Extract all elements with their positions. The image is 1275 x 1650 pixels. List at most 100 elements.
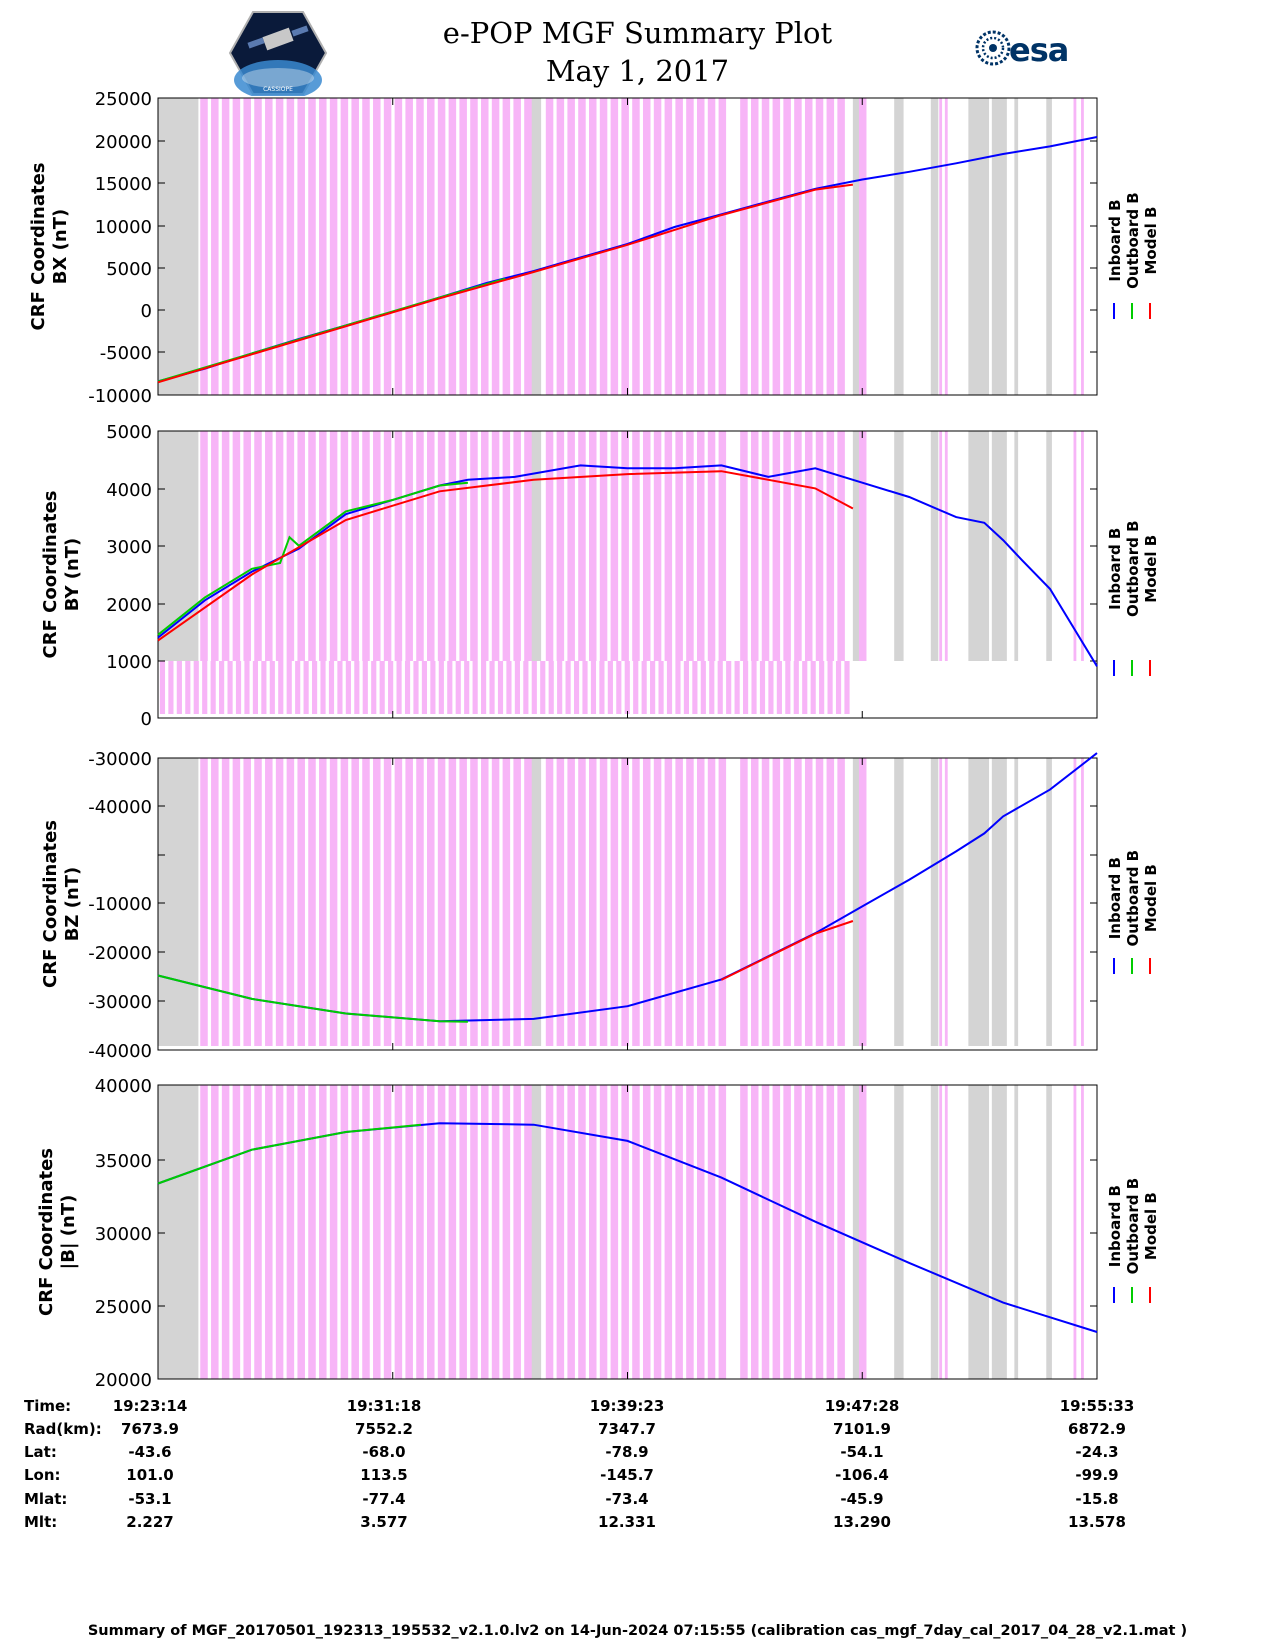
magenta-band <box>664 98 673 395</box>
magenta-band <box>459 98 467 395</box>
low-flag-band <box>835 661 842 714</box>
y-tick-label: 30000 <box>95 1224 152 1245</box>
y-tick-label: 4000 <box>106 480 152 501</box>
info-cell: 13.290 <box>833 1513 891 1531</box>
magenta-band <box>610 758 619 1046</box>
magenta-band <box>211 431 219 661</box>
magenta-band <box>524 98 532 395</box>
low-flag-band <box>354 661 360 714</box>
info-cell: 19:31:18 <box>346 1397 422 1415</box>
low-flag-band <box>523 661 529 714</box>
low-flag-band <box>819 661 825 714</box>
magenta-band <box>632 431 640 661</box>
info-cell: 19:55:33 <box>1059 1397 1135 1415</box>
y-axis-label-line2: BX (nT) <box>50 209 71 284</box>
magenta-band <box>1081 98 1084 395</box>
magenta-band <box>589 758 597 1046</box>
y-tick-label: -10000 <box>88 894 152 915</box>
y-tick-label: 1000 <box>106 652 152 673</box>
legend-label: Outboard B <box>1124 1178 1142 1275</box>
info-row-label: Mlt: <box>24 1513 58 1531</box>
gray-band <box>852 98 862 395</box>
magenta-band <box>405 98 413 395</box>
magenta-band <box>939 1085 943 1379</box>
magenta-band <box>761 431 770 661</box>
low-flag-band <box>810 661 816 714</box>
low-flag-band <box>531 661 537 714</box>
info-cell: 19:47:28 <box>824 1397 900 1415</box>
magenta-band <box>524 1085 532 1379</box>
magenta-band <box>783 98 791 395</box>
magenta-band <box>362 431 370 661</box>
gray-band <box>991 98 1007 395</box>
magenta-band <box>243 431 251 661</box>
magenta-band <box>502 431 511 661</box>
series-outboard-b-line <box>157 481 468 636</box>
magenta-band <box>254 1085 262 1379</box>
y-tick-label: -20000 <box>88 943 152 964</box>
low-flag-band <box>278 661 284 714</box>
magenta-band <box>675 431 683 661</box>
magenta-band <box>416 758 424 1046</box>
low-flag-band <box>489 661 495 714</box>
gray-band <box>896 98 904 395</box>
low-flag-band <box>514 661 520 714</box>
magenta-band <box>373 758 381 1046</box>
magenta-band <box>944 1085 948 1379</box>
magenta-band <box>373 431 381 661</box>
gray-band <box>991 758 1007 1046</box>
info-cell: -15.8 <box>1075 1490 1119 1508</box>
magenta-band <box>567 98 575 395</box>
magenta-band <box>696 98 705 395</box>
magenta-band <box>427 98 435 395</box>
magenta-band <box>383 431 392 661</box>
panel-bx: 25000 20000 15000 10000 5000 0 -5000 -10000 CRF … <box>28 89 1160 407</box>
magenta-band <box>783 1085 791 1379</box>
y-tick-label: 2000 <box>106 595 152 616</box>
magenta-band <box>837 98 845 395</box>
magenta-band <box>772 431 781 661</box>
magenta-band <box>750 431 759 661</box>
low-flag-band <box>616 661 622 714</box>
low-flag-band <box>573 661 580 714</box>
magenta-band <box>448 1085 457 1379</box>
y-tick-label: 0 <box>141 709 152 730</box>
gray-band <box>530 98 542 395</box>
magenta-band <box>653 431 662 661</box>
low-flag-band <box>159 661 166 714</box>
magenta-band <box>221 758 230 1046</box>
magenta-band <box>286 758 295 1046</box>
magenta-band <box>783 758 791 1046</box>
magenta-band <box>481 1085 489 1379</box>
magenta-band <box>221 98 230 395</box>
magenta-band <box>459 1085 467 1379</box>
magenta-band <box>286 98 295 395</box>
magenta-band <box>200 758 208 1046</box>
gray-band <box>991 431 1007 661</box>
y-axis-label: CRF Coordinates|B| (nT) <box>36 1148 79 1316</box>
magenta-band <box>750 758 759 1046</box>
magenta-band <box>675 98 683 395</box>
low-flag-band <box>202 661 208 714</box>
magenta-band <box>567 758 575 1046</box>
magenta-band <box>545 758 554 1046</box>
low-flag-band <box>700 661 706 714</box>
low-flag-band <box>650 661 656 714</box>
magenta-band <box>362 758 370 1046</box>
info-cell: 7101.9 <box>833 1420 891 1438</box>
low-flag-band <box>447 661 453 714</box>
low-flag-band <box>362 661 368 714</box>
esa-swirl-icon <box>975 30 1011 66</box>
magenta-band <box>232 431 241 661</box>
magenta-band <box>621 431 629 661</box>
plot-date: May 1, 2017 <box>545 54 730 88</box>
low-flag-band <box>430 661 436 714</box>
low-flag-band <box>210 661 216 714</box>
magenta-band <box>632 758 640 1046</box>
magenta-band <box>686 431 694 661</box>
low-flag-band <box>590 661 597 714</box>
low-flag-band <box>176 661 182 714</box>
magenta-band <box>718 1085 727 1379</box>
info-cell: 6872.9 <box>1068 1420 1126 1438</box>
magenta-band <box>297 98 305 395</box>
